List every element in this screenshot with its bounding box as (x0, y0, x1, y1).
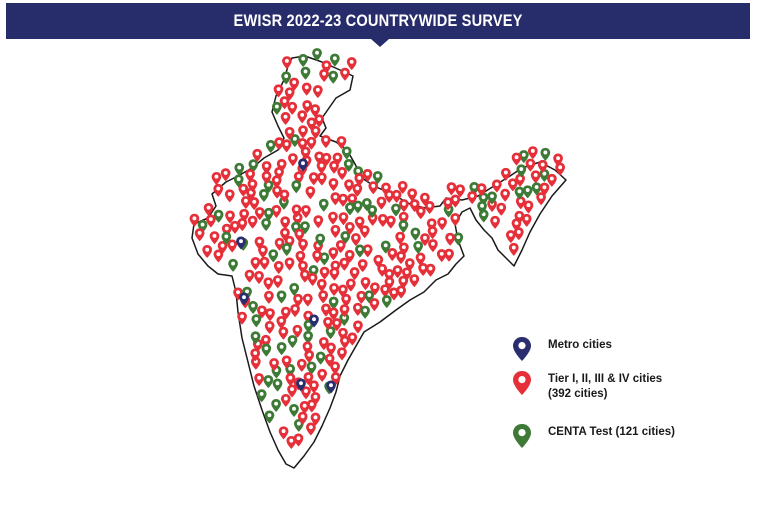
legend-item-metro: Metro cities (512, 336, 612, 362)
legend-label-tier: Tier I, II, III & IV cities (548, 373, 663, 385)
tier-city-pin (511, 152, 522, 166)
legend-label-metro: Metro cities (548, 339, 612, 351)
tier-city-pin (527, 146, 538, 160)
centa-city-pin (265, 140, 276, 153)
map-pin-green-icon (512, 423, 532, 449)
legend-label-centa: CENTA Test (121 cities) (548, 426, 675, 438)
legend-item-tier: Tier I, II, III & IV cities (392 cities) (512, 370, 662, 402)
map-pin-red-icon (512, 370, 532, 396)
legend-sublabel-tier: (392 cities) (548, 388, 608, 400)
tier-city-pin (446, 182, 457, 196)
page-title: EWISR 2022-23 COUNTRYWIDE SURVEY (233, 11, 523, 30)
centa-city-pin (540, 147, 551, 161)
banner-notch (371, 39, 389, 47)
legend-item-centa: CENTA Test (121 cities) (512, 423, 675, 449)
map-pin-navy-icon (512, 336, 532, 362)
centa-city-pin (330, 53, 340, 67)
tier-city-pin (220, 168, 231, 182)
tier-city-pin (211, 171, 222, 185)
tier-city-pin (346, 57, 357, 71)
title-banner: EWISR 2022-23 COUNTRYWIDE SURVEY (6, 3, 750, 39)
